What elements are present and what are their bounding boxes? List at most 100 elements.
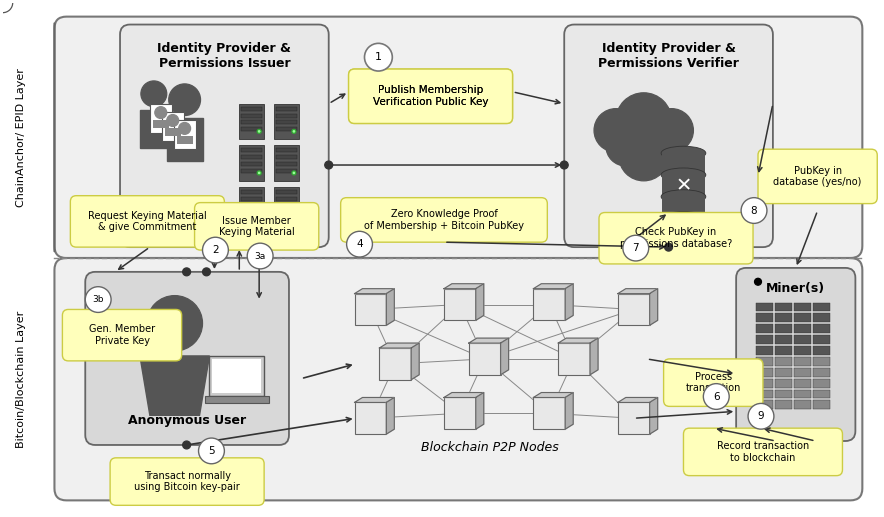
Bar [241,204,263,207]
Bar [775,302,792,311]
Bar [276,204,297,207]
Circle shape [199,438,225,464]
Bar [756,302,773,311]
Polygon shape [476,284,484,321]
FancyBboxPatch shape [683,428,842,476]
Circle shape [85,287,111,312]
Polygon shape [618,398,658,402]
Circle shape [183,268,191,276]
Bar [240,187,264,222]
Text: Identity Provider &
Permissions Verifier: Identity Provider & Permissions Verifier [598,42,739,70]
Bar [775,357,792,366]
Bar [276,114,297,117]
Bar [150,104,171,133]
Circle shape [642,127,682,166]
Text: Gen. Member
Private Key: Gen. Member Private Key [89,324,155,346]
Bar [794,401,811,409]
Bar [559,343,590,375]
Circle shape [257,129,261,133]
Bar [794,302,811,311]
Bar [533,288,565,321]
Bar [775,313,792,322]
Bar [276,120,297,125]
Circle shape [665,243,673,251]
Circle shape [704,384,729,409]
Circle shape [202,268,210,276]
Polygon shape [533,284,573,288]
Bar [661,153,705,175]
Bar [794,313,811,322]
Text: Record transaction
to blockchain: Record transaction to blockchain [717,441,809,463]
FancyBboxPatch shape [599,212,753,264]
Text: Process
transaction: Process transaction [686,372,741,393]
Bar [276,210,297,215]
FancyBboxPatch shape [564,24,773,247]
Polygon shape [411,343,419,379]
Bar [276,196,297,201]
Bar [756,368,773,377]
Circle shape [560,161,568,169]
Circle shape [169,84,201,116]
Circle shape [155,107,167,118]
Bar [794,368,811,377]
Polygon shape [533,392,573,398]
Polygon shape [140,110,168,148]
Text: Request Keying Material
& give Commitment: Request Keying Material & give Commitmen… [88,210,207,232]
Circle shape [606,127,645,166]
Circle shape [167,115,179,127]
Polygon shape [618,288,658,294]
Bar [241,210,263,215]
Text: 9: 9 [758,412,765,421]
Polygon shape [386,288,394,325]
Circle shape [292,212,296,217]
Circle shape [202,237,228,263]
Text: 1: 1 [375,52,382,62]
Circle shape [257,212,261,217]
Text: Miner(s): Miner(s) [766,282,826,295]
Bar [210,356,264,396]
Bar [354,294,386,325]
Polygon shape [354,398,394,402]
Bar [812,324,829,333]
Text: 4: 4 [356,239,362,249]
FancyBboxPatch shape [664,359,763,406]
FancyBboxPatch shape [348,69,513,124]
FancyBboxPatch shape [55,17,862,258]
Bar [533,398,565,429]
Bar [469,343,500,375]
Polygon shape [167,117,202,161]
Polygon shape [565,392,573,429]
Bar [274,145,299,181]
Polygon shape [379,343,419,348]
Bar [661,175,705,196]
Bar [812,346,829,355]
Bar [756,401,773,409]
Circle shape [594,109,637,152]
Bar [241,190,263,194]
Bar [618,402,650,434]
Bar [812,401,829,409]
Bar [240,104,264,139]
Polygon shape [650,398,658,434]
Bar [212,359,261,392]
Polygon shape [559,338,598,343]
Text: 3a: 3a [255,252,266,261]
Polygon shape [469,338,508,343]
Bar [756,346,773,355]
Text: ✕: ✕ [675,176,691,195]
Text: Transact normally
using Bitcoin key-pair: Transact normally using Bitcoin key-pair [134,471,240,492]
FancyBboxPatch shape [55,258,862,500]
Bar [276,162,297,166]
Bar [775,378,792,388]
Polygon shape [444,392,484,398]
Circle shape [147,296,202,351]
FancyBboxPatch shape [348,69,513,124]
FancyBboxPatch shape [110,458,264,505]
Bar [241,114,263,117]
Bar [775,390,792,399]
Bar [794,346,811,355]
Text: Issue Member
Keying Material: Issue Member Keying Material [219,216,294,237]
FancyBboxPatch shape [736,268,856,441]
Polygon shape [386,398,394,434]
Circle shape [141,81,167,107]
